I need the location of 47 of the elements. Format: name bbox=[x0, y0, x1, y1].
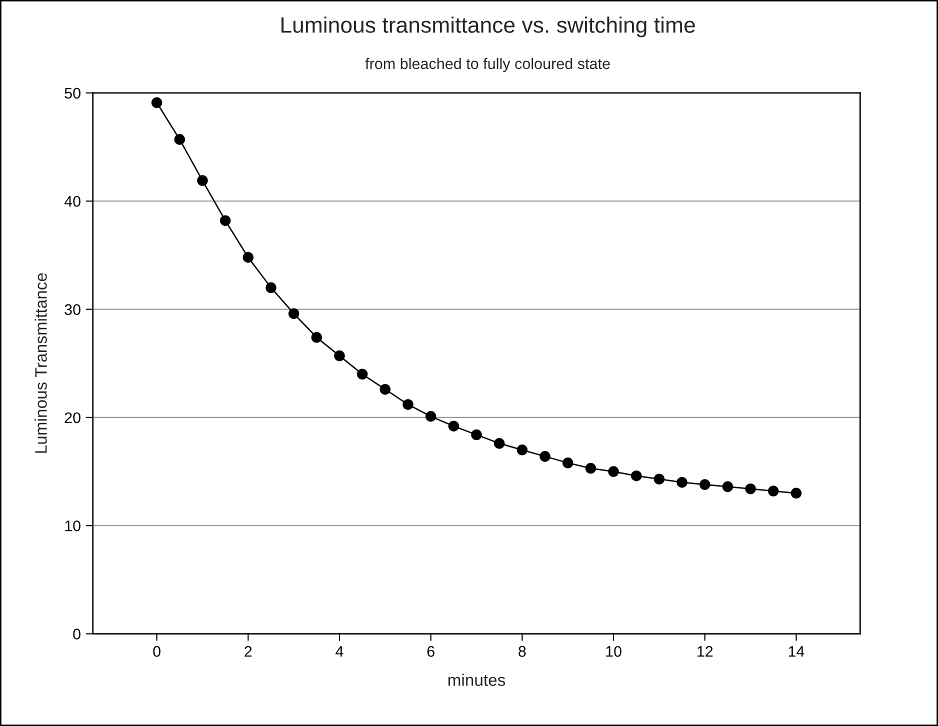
point bbox=[608, 466, 619, 477]
point bbox=[722, 481, 734, 492]
point bbox=[654, 474, 665, 484]
y-tick-label: 40 bbox=[64, 196, 80, 207]
point bbox=[197, 175, 208, 186]
point bbox=[516, 444, 528, 456]
x-axis-title: minutes bbox=[448, 674, 506, 686]
point bbox=[151, 97, 162, 108]
y-axis-title: Luminous Transmittance bbox=[34, 273, 47, 453]
y-tick-label: 0 bbox=[73, 628, 80, 640]
y-tick-label: 20 bbox=[64, 412, 80, 424]
point bbox=[676, 476, 688, 488]
point bbox=[425, 410, 436, 422]
point bbox=[768, 486, 779, 496]
point bbox=[334, 350, 345, 362]
chart-title: Luminous transmittance vs. switching time bbox=[281, 16, 695, 38]
y-tick-label: 10 bbox=[65, 520, 80, 532]
point bbox=[540, 451, 550, 462]
y-tick-label: 30 bbox=[64, 304, 80, 315]
chart-subtitle: from bleached to fully coloured state bbox=[365, 58, 610, 72]
x-tick-label: 4 bbox=[336, 646, 344, 657]
x-tick-label: 12 bbox=[698, 646, 713, 657]
x-tick-label: 8 bbox=[518, 646, 526, 657]
point bbox=[402, 399, 414, 410]
point bbox=[266, 282, 276, 294]
point bbox=[311, 332, 322, 343]
point bbox=[380, 384, 391, 395]
point bbox=[790, 488, 802, 499]
point bbox=[585, 462, 596, 474]
point bbox=[448, 420, 460, 432]
point bbox=[242, 252, 254, 263]
x-tick-label: 14 bbox=[788, 646, 804, 657]
point bbox=[494, 438, 505, 449]
point bbox=[745, 483, 756, 494]
point bbox=[630, 470, 642, 482]
x-tick-label: 2 bbox=[244, 646, 252, 657]
point bbox=[174, 134, 186, 145]
point bbox=[699, 479, 710, 490]
x-tick-label: 0 bbox=[153, 646, 160, 657]
point bbox=[471, 429, 482, 440]
x-tick-label: 10 bbox=[606, 646, 622, 657]
y-tick-label: 50 bbox=[64, 88, 80, 99]
point bbox=[220, 215, 231, 226]
point bbox=[288, 308, 300, 319]
point bbox=[356, 368, 368, 380]
point bbox=[562, 458, 574, 468]
x-tick-label: 6 bbox=[427, 646, 434, 657]
